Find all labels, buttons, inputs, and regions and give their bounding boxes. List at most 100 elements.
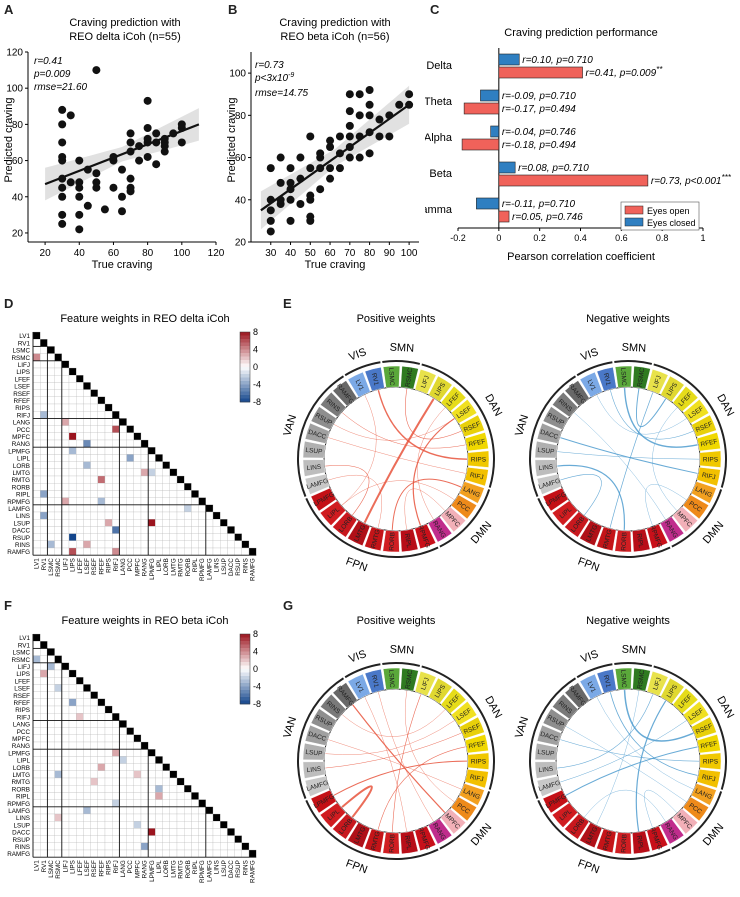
data-point <box>345 121 354 130</box>
heatmap-cell <box>83 540 91 549</box>
heatmap-cell <box>176 490 185 498</box>
heatmap-cell <box>76 403 84 412</box>
region-segment <box>564 380 590 407</box>
chart-title-line2: REO delta iCoh (n=55) <box>69 31 181 43</box>
heatmap-cell <box>162 526 170 534</box>
data-point <box>345 153 354 162</box>
region-label: LSMC <box>619 367 627 386</box>
heatmap-cell <box>176 533 185 541</box>
colorbar-frame <box>239 633 251 705</box>
heatmap-cell <box>104 411 113 419</box>
heatmap-cell <box>83 713 91 721</box>
heatmap-cell <box>47 756 55 764</box>
heatmap-cell <box>61 799 70 807</box>
colorbar-segment <box>240 332 250 336</box>
heatmap-cell <box>76 749 84 757</box>
heatmap-cell <box>83 705 91 714</box>
colorbar-segment <box>240 669 250 673</box>
heatmap-cell <box>83 684 91 692</box>
region-segment <box>450 494 477 520</box>
heatmap-cell <box>54 454 62 462</box>
heatmap-cell <box>155 519 163 527</box>
heatmap-cell <box>112 806 120 815</box>
heatmap-cell <box>119 835 127 843</box>
region-segment <box>347 822 371 849</box>
heatmap-cell <box>90 785 98 793</box>
heatmap-cell <box>54 432 62 441</box>
heatmap-cell <box>212 511 221 520</box>
row-label: RV1 <box>18 642 31 649</box>
heatmap-cell <box>68 835 77 843</box>
heatmap-cell <box>184 547 192 556</box>
heatmap-cell <box>176 483 185 491</box>
heatmap-cell <box>40 691 48 699</box>
heatmap-cell <box>47 691 55 699</box>
heatmap-cell <box>32 662 41 671</box>
heatmap-cell <box>54 785 62 793</box>
heatmap-cell <box>47 389 55 397</box>
region-segment <box>347 673 371 700</box>
region-label: LSUP <box>305 447 323 456</box>
column-label: LMTG <box>170 558 177 576</box>
heatmap-cell <box>162 490 170 498</box>
column-label: DACC <box>228 860 235 878</box>
colorbar-segment <box>240 398 250 403</box>
data-point <box>126 129 135 138</box>
column-label: RV1 <box>41 558 48 571</box>
heatmap-cell <box>61 698 70 707</box>
colorbar-segment <box>240 388 250 392</box>
data-point <box>100 205 109 214</box>
data-point <box>326 143 335 151</box>
heatmap-cell <box>68 526 77 534</box>
heatmap-cell <box>126 785 134 793</box>
heatmap-cell <box>83 821 91 829</box>
heatmap-cell <box>176 828 185 836</box>
heatmap-cell <box>112 439 120 448</box>
heatmap-cell <box>83 411 91 419</box>
row-label: LINS <box>16 815 30 822</box>
heatmap-cell <box>83 770 91 779</box>
heatmap-cell <box>90 418 98 426</box>
network-label: VIS <box>347 346 368 363</box>
heatmap-cell <box>32 821 41 829</box>
heatmap-cell <box>47 655 55 663</box>
heatmap-cell <box>76 526 84 534</box>
heatmap-cell <box>54 698 62 707</box>
data-point <box>92 66 101 75</box>
heatmap-cell <box>104 842 113 851</box>
heatmap-cell <box>68 497 77 505</box>
heatmap-cell <box>32 648 41 656</box>
heatmap-cell <box>227 526 235 534</box>
data-point <box>296 153 305 162</box>
heatmap-cell <box>32 360 41 369</box>
connection-link <box>574 412 666 520</box>
heatmap-cell <box>83 691 91 699</box>
heatmap-cell <box>90 842 98 851</box>
heatmap-cell <box>32 403 41 412</box>
column-label: RORB <box>185 558 192 576</box>
heatmap-cell <box>47 454 55 462</box>
heatmap-cell <box>104 511 113 520</box>
heatmap-cell <box>32 763 41 771</box>
heatmap-cell <box>104 447 113 455</box>
heatmap-cell <box>191 835 199 843</box>
heatmap-cell <box>176 526 185 534</box>
connection-link <box>325 732 462 769</box>
heatmap-cell <box>169 842 178 851</box>
data-label-eyes-open: r=0.41, p=0.009** <box>586 65 664 79</box>
heatmap-cell <box>126 734 134 743</box>
column-label: PCC <box>127 558 134 572</box>
row-label: RSEF <box>13 693 30 700</box>
heatmap-cell <box>155 511 163 520</box>
heatmap-cell <box>97 741 106 750</box>
heatmap-cell <box>155 770 163 779</box>
data-point <box>58 183 67 192</box>
colorbar-segment <box>240 690 250 694</box>
heatmap-cell <box>119 504 127 513</box>
heatmap-cell <box>126 540 134 549</box>
heatmap-cell <box>76 677 84 685</box>
row-label: RSUP <box>13 837 31 844</box>
y-axis-label: Predicted craving <box>226 98 238 183</box>
heatmap-cell <box>104 483 113 491</box>
heatmap-cell <box>140 749 149 757</box>
